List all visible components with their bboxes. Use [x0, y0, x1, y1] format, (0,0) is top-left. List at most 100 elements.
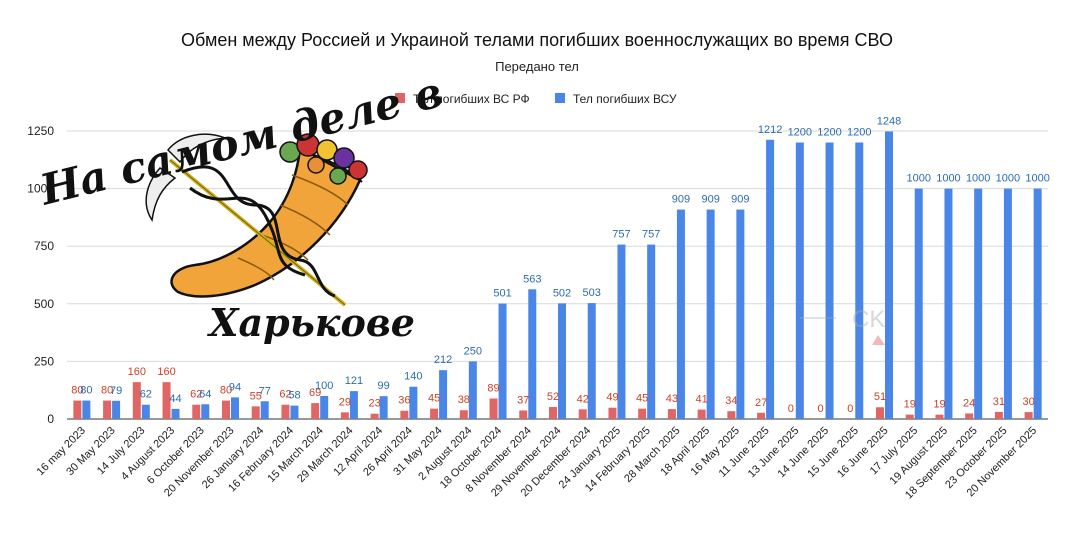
bar-ua [855, 142, 864, 419]
data-label-ru: 69 [309, 387, 321, 399]
bar-ru [667, 409, 676, 419]
data-label-ua: 501 [493, 288, 511, 300]
data-label-ua: 99 [378, 380, 390, 392]
gridlines [67, 130, 1048, 420]
bar-ru [162, 382, 171, 419]
data-label-ua: 44 [169, 393, 181, 405]
data-label-ua: 64 [199, 388, 211, 400]
data-label-ru: 0 [817, 403, 823, 415]
bar-ua [647, 244, 656, 419]
bar-ua [439, 370, 448, 419]
caduceus-icon [145, 133, 347, 307]
bar-ua [171, 408, 180, 419]
bar-ru [1024, 412, 1033, 419]
data-label-ua: 100 [315, 380, 333, 392]
data-label-ru: 23 [369, 398, 381, 410]
legend-label-ua: Тел погибших ВСУ [573, 92, 677, 106]
data-label-ua: 1212 [758, 124, 782, 136]
data-label-ru: 160 [157, 366, 175, 378]
bar-ru [281, 404, 290, 419]
data-label-ru: 89 [487, 382, 499, 394]
data-label-ua: 1000 [966, 173, 990, 185]
data-label-ru: 19 [904, 399, 916, 411]
data-label-ru: 37 [517, 394, 529, 406]
data-label-ru: 0 [847, 403, 853, 415]
bar-ua [1033, 188, 1042, 419]
data-label-ua: 121 [345, 375, 363, 387]
data-label-ua: 503 [583, 287, 601, 299]
y-tick-label: 250 [34, 354, 54, 368]
bar-ru [935, 414, 944, 419]
data-label-ua: 212 [434, 354, 452, 366]
data-label-ru: 19 [933, 399, 945, 411]
bar-ua [944, 188, 953, 419]
bar-ua [409, 386, 418, 419]
bar-ua [587, 303, 596, 419]
bar-ua [260, 401, 269, 419]
bar-ua [766, 139, 775, 420]
corner-watermark: CK [800, 306, 885, 345]
data-label-ua: 563 [523, 273, 541, 285]
bar-ru [578, 409, 587, 419]
data-label-ua: 909 [672, 194, 690, 206]
data-label-ru: 29 [339, 396, 351, 408]
data-label-ua: 62 [140, 389, 152, 401]
bar-ru [697, 409, 706, 419]
bar-ua [201, 404, 210, 419]
data-label-ua: 1000 [936, 173, 960, 185]
watermark-caption-bottom: Харькове [207, 300, 415, 345]
data-label-ru: 45 [428, 393, 440, 405]
bar-ru [192, 404, 201, 419]
bar-ru [608, 407, 617, 419]
data-label-ua: 909 [731, 194, 749, 206]
data-label-ru: 41 [696, 394, 708, 406]
data-label-ua: 909 [701, 194, 719, 206]
data-label-ru: 34 [725, 395, 737, 407]
bar-ru [994, 411, 1003, 419]
data-label-ua: 94 [229, 381, 241, 393]
data-label-ru: 30 [1023, 396, 1035, 408]
bar-ru [430, 408, 439, 419]
bar-ua [379, 396, 388, 419]
data-label-ua: 79 [110, 385, 122, 397]
data-label-ru: 55 [250, 390, 262, 402]
bar-ua [290, 405, 299, 419]
bar-ua [617, 244, 626, 419]
bar-ru [905, 414, 914, 419]
data-label-ua: 1200 [788, 127, 812, 139]
data-label-ru: 27 [755, 397, 767, 409]
bar-ua [468, 361, 477, 419]
bar-ua [706, 209, 715, 419]
data-label-ru: 38 [458, 394, 470, 406]
data-label-ru: 62 [190, 389, 202, 401]
legend: Тел погибших ВС РФ Тел погибших ВСУ [395, 92, 677, 106]
bar-ru [73, 400, 82, 419]
data-label-ua: 1000 [906, 173, 930, 185]
data-label-ru: 80 [71, 385, 83, 397]
data-label-ua: 58 [288, 390, 300, 402]
bar-ru [132, 382, 141, 419]
legend-swatch-ru [395, 93, 405, 103]
data-label-ua: 250 [464, 345, 482, 357]
data-label-ua: 1248 [877, 115, 901, 127]
data-label-ua: 502 [553, 287, 571, 299]
watermark-caption-top: На самом деле в [35, 67, 448, 215]
y-axis: 0 250 500 750 1000 1250 [27, 124, 54, 426]
cornucopia-icon [170, 133, 368, 298]
data-label-ru: 42 [577, 393, 589, 405]
bar-ua [558, 303, 566, 419]
bar-ua [498, 303, 507, 419]
y-tick-label: 1000 [27, 182, 54, 196]
bar-ru [400, 410, 409, 419]
data-label-ua: 1000 [996, 173, 1020, 185]
bar-ru [251, 406, 260, 419]
bar-ua [349, 391, 358, 419]
bar-ru [549, 407, 557, 419]
legend-swatch-ua [555, 93, 565, 103]
bars [73, 131, 1042, 420]
data-label-ua: 757 [612, 229, 630, 241]
data-label-ua: 1000 [1025, 173, 1049, 185]
bar-ru [727, 411, 736, 419]
